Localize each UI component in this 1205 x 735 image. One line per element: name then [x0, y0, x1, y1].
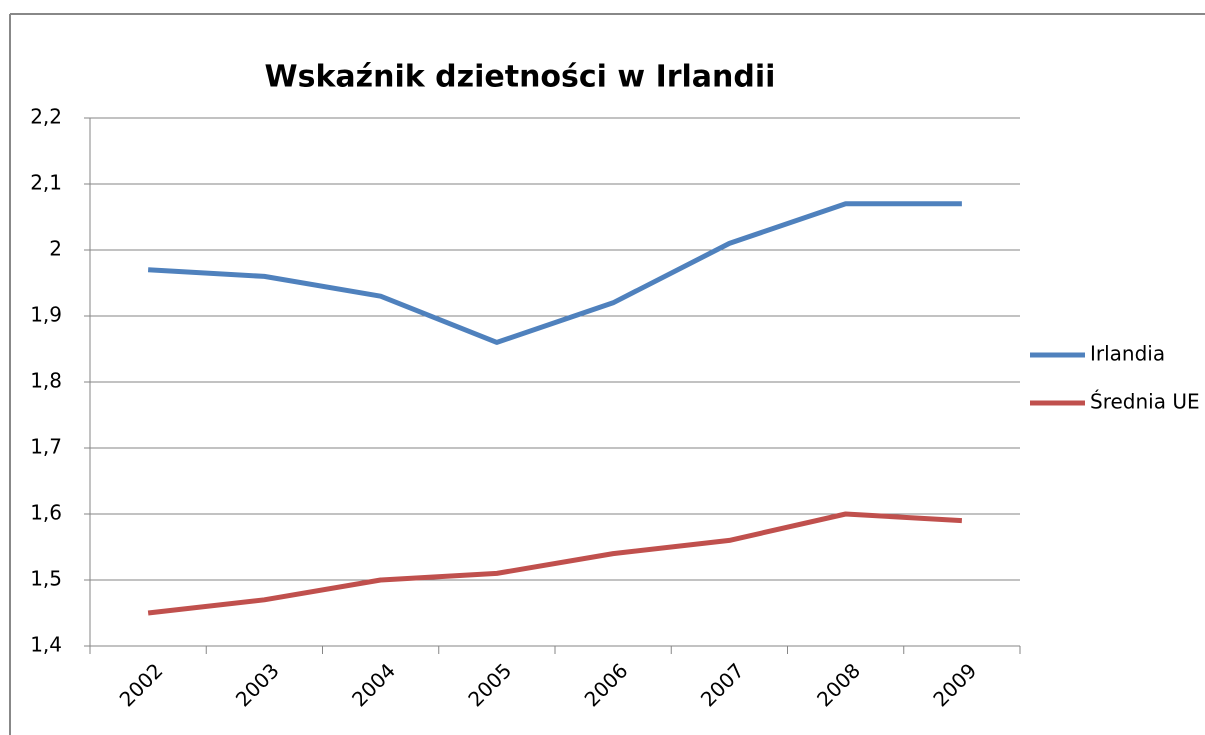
y-tick-label: 1,7 [30, 435, 62, 459]
y-tick-label: 2,2 [30, 105, 62, 129]
y-tick-label: 1,5 [30, 567, 62, 591]
y-tick-label: 1,6 [30, 501, 62, 525]
x-tick-label: 2009 [928, 658, 981, 711]
y-tick-label: 1,8 [30, 369, 62, 393]
x-tick-label: 2007 [696, 658, 749, 711]
y-tick-label: 1,9 [30, 303, 62, 327]
y-tick-label: 1,4 [30, 633, 62, 657]
chart-title: Wskaźnik dzietności w Irlandii [265, 60, 776, 95]
legend-label: Średnia UE [1090, 390, 1200, 414]
legend-label: Irlandia [1090, 342, 1165, 366]
series-line [147, 201, 962, 345]
x-tick-label: 2003 [231, 658, 284, 711]
x-tick-label: 2005 [463, 658, 516, 711]
x-tick-label: 2006 [580, 658, 633, 711]
y-tick-label: 2 [49, 237, 62, 261]
series-line [147, 511, 963, 616]
x-tick-label: 2004 [347, 658, 400, 711]
x-tick-label: 2002 [115, 658, 168, 711]
x-tick-label: 2008 [812, 658, 865, 711]
y-tick-label: 2,1 [30, 171, 62, 195]
